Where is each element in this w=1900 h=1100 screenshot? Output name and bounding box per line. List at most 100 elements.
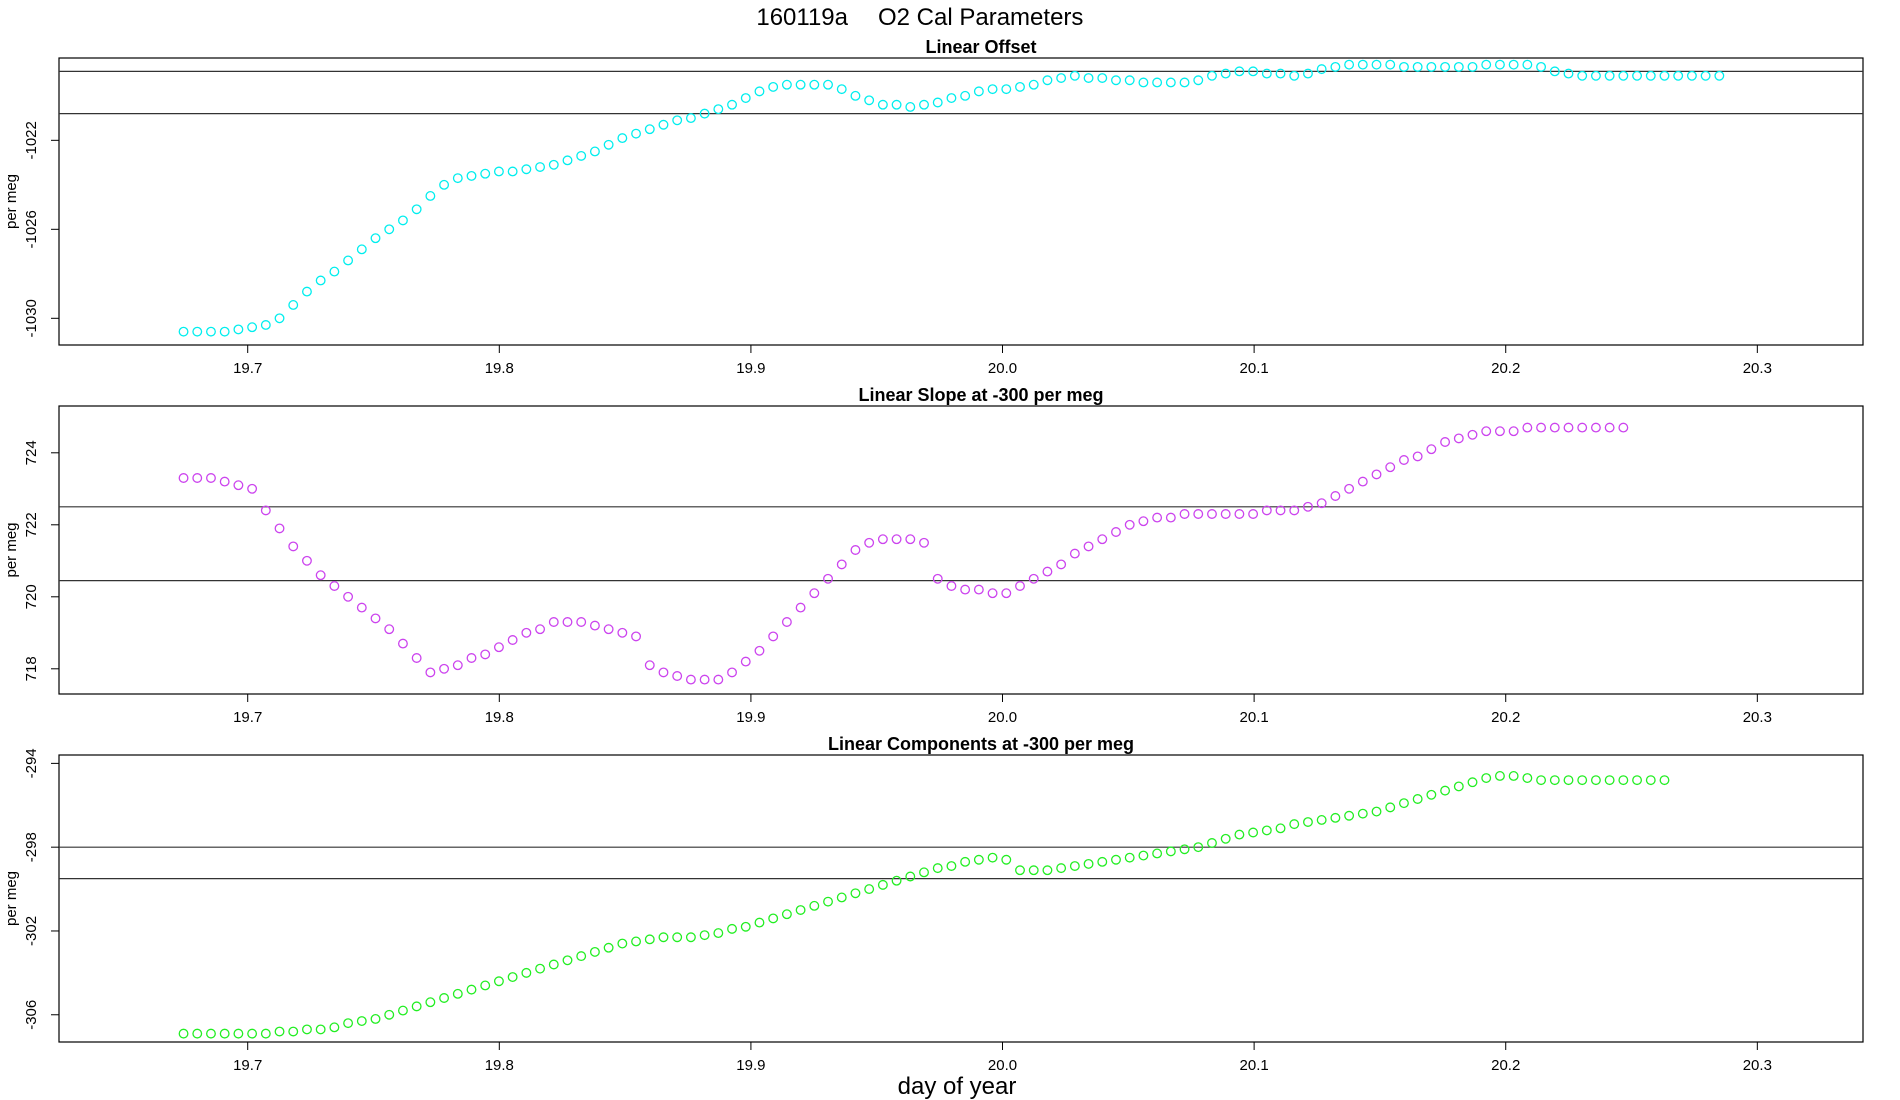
data-point (521, 164, 532, 175)
plot-frame (58, 57, 1864, 346)
data-point (356, 1016, 367, 1027)
data-point (685, 113, 696, 124)
data-point (521, 967, 532, 978)
data-point (1330, 61, 1341, 72)
panel-title: Linear Slope at -300 per meg (858, 385, 1103, 405)
data-point (987, 852, 998, 863)
panel-linear-offset: Linear Offset 19.7 19.8 19.9 20.0 20.1 20.2 20.… (3, 37, 1864, 377)
data-point (1604, 775, 1615, 786)
data-point (1124, 75, 1135, 86)
data-point (1357, 476, 1368, 487)
data-point (1385, 802, 1396, 813)
data-point (685, 674, 696, 685)
data-point (1563, 422, 1574, 433)
data-point (315, 570, 326, 581)
data-point (288, 541, 299, 552)
data-point (1234, 66, 1245, 77)
data-point (480, 980, 491, 991)
data-point (891, 534, 902, 545)
data-point (1138, 850, 1149, 861)
data-point (644, 934, 655, 945)
data-point (1261, 505, 1272, 516)
y-tick-label: 718 (23, 656, 40, 681)
data-point (1111, 75, 1121, 86)
data-point (439, 179, 450, 190)
data-point (260, 1028, 271, 1039)
y-tick-label: -302 (23, 916, 40, 946)
data-point (1001, 854, 1012, 865)
data-point (1097, 534, 1108, 545)
data-point (1069, 70, 1080, 81)
data-point (1618, 775, 1629, 786)
data-point (1549, 422, 1560, 433)
data-point (1467, 61, 1478, 72)
data-point (1056, 863, 1067, 874)
data-point (809, 900, 820, 911)
data-point (1590, 70, 1601, 81)
data-point (1179, 509, 1190, 519)
data-point (192, 326, 203, 337)
data-point (891, 875, 902, 886)
data-point (1207, 70, 1217, 81)
data-point (397, 638, 408, 649)
data-point (1248, 509, 1259, 519)
data-point (1193, 509, 1204, 519)
data-point (1248, 827, 1259, 838)
data-point (1412, 794, 1423, 804)
data-point (617, 938, 628, 949)
data-point (1042, 75, 1053, 86)
data-point (781, 617, 792, 627)
data-point (1330, 491, 1341, 501)
data-point (1303, 501, 1313, 512)
data-point (1494, 59, 1505, 70)
data-point (260, 320, 271, 330)
x-tick-label: 20.2 (1491, 360, 1520, 377)
data-point (960, 856, 971, 867)
data-point (1536, 775, 1547, 786)
data-point (384, 624, 395, 635)
data-point (1138, 516, 1149, 527)
data-point (699, 930, 710, 941)
data-point (247, 322, 258, 333)
y-tick-label: -298 (23, 832, 40, 862)
data-point (411, 653, 422, 663)
data-point (1344, 810, 1355, 821)
data-point (1015, 81, 1025, 92)
data-point (1453, 781, 1464, 792)
data-point (178, 473, 189, 483)
data-point (466, 653, 477, 663)
data-point (274, 523, 285, 534)
data-point (877, 534, 888, 545)
data-point (343, 1018, 354, 1029)
data-point (727, 923, 737, 934)
data-point (1481, 59, 1492, 70)
data-point (1330, 812, 1341, 823)
data-point (919, 99, 929, 110)
data-point (1015, 865, 1025, 876)
data-point (507, 635, 518, 645)
data-point (192, 1028, 203, 1039)
data-point (1316, 814, 1327, 825)
data-point (905, 101, 916, 112)
data-point (1289, 819, 1300, 830)
data-point (603, 139, 614, 150)
data-point (219, 326, 230, 337)
data-point (685, 932, 696, 943)
data-point (1069, 548, 1080, 559)
data-point (1001, 588, 1012, 599)
data-point (302, 555, 312, 566)
data-point (1357, 59, 1368, 70)
data-point (548, 959, 559, 970)
data-point (1097, 73, 1108, 83)
data-point (178, 326, 189, 337)
panel-title: Linear Components at -300 per meg (828, 734, 1134, 754)
data-point (1138, 77, 1149, 88)
data-point (1165, 846, 1176, 857)
data-point (1481, 426, 1492, 437)
data-point (946, 581, 957, 591)
data-point (1165, 512, 1176, 523)
data-point (781, 79, 792, 90)
data-point (1152, 848, 1163, 859)
data-point (1316, 64, 1327, 75)
data-point (987, 84, 998, 95)
